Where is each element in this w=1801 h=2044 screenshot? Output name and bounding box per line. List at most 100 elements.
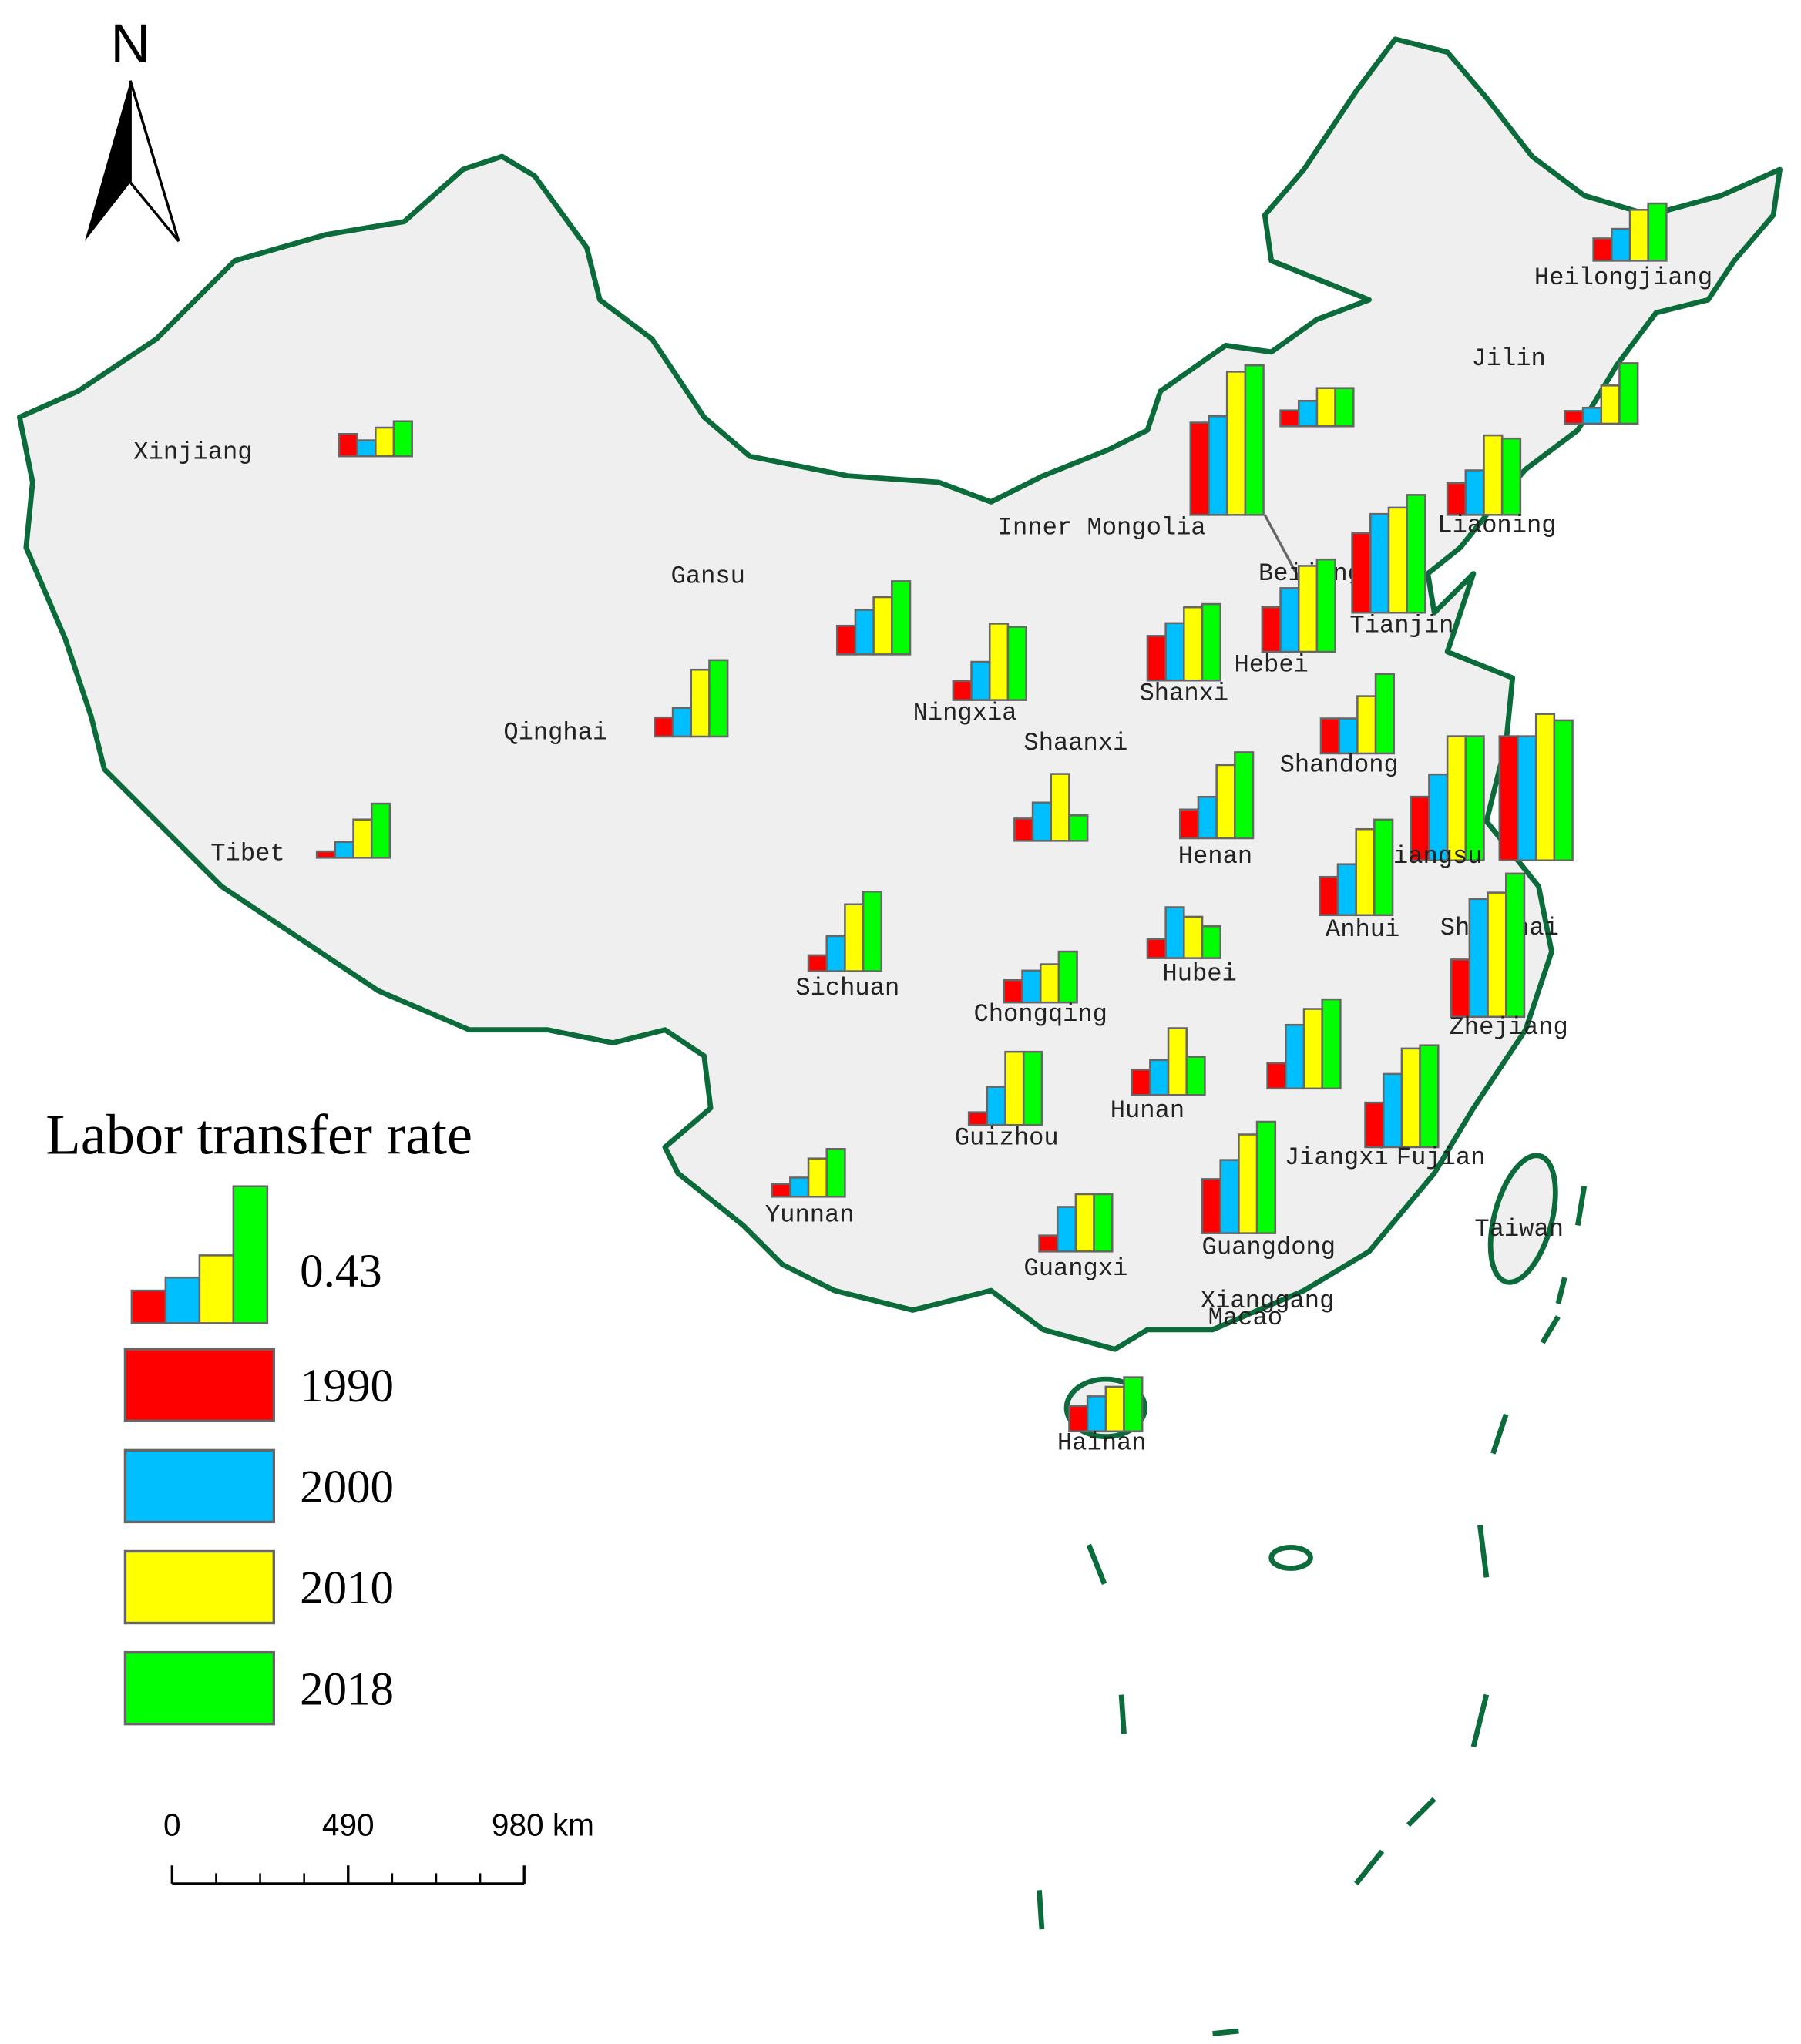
bar [844, 903, 865, 972]
bar [835, 624, 857, 656]
bar [1373, 818, 1394, 917]
scale-label: 0 [163, 1807, 181, 1842]
bar [1197, 795, 1218, 840]
bar [1021, 969, 1042, 1004]
bar [1131, 1068, 1151, 1096]
bar [1074, 1193, 1095, 1253]
bar [1356, 695, 1377, 755]
legend-symbol-bar [164, 1276, 201, 1324]
bar [370, 802, 391, 859]
province-label: Heilongjiang [1534, 263, 1712, 292]
bar [1004, 1050, 1025, 1126]
bar [970, 660, 991, 701]
bar [1297, 399, 1319, 428]
bar [1297, 565, 1319, 653]
bar [986, 1086, 1006, 1126]
bar [1355, 827, 1376, 917]
bar [1185, 1056, 1206, 1096]
bar [1315, 558, 1336, 653]
province-label: Tianjin [1349, 612, 1453, 640]
bar [1647, 202, 1668, 262]
bar [1279, 409, 1300, 428]
bar [789, 1176, 810, 1198]
bar [872, 596, 893, 656]
province-label: Hubei [1162, 959, 1236, 988]
bar [1334, 387, 1355, 428]
province-label: Gansu [671, 562, 745, 590]
bar [1285, 1023, 1305, 1090]
province-label: Guangxi [1023, 1254, 1127, 1283]
province-label: Shandong [1280, 751, 1399, 780]
bar [1255, 1120, 1277, 1234]
bar [334, 841, 354, 859]
bar [1374, 673, 1396, 755]
bar [392, 420, 413, 458]
bar [1446, 482, 1467, 516]
bar [690, 668, 711, 738]
legend-label: 2010 [300, 1562, 394, 1614]
legend-swatch [123, 1549, 276, 1625]
bar [1592, 237, 1613, 262]
north-arrow [129, 80, 180, 243]
province-label: Qinghai [503, 718, 607, 747]
bar [1215, 764, 1236, 840]
north-arrow [84, 80, 131, 242]
bar [1504, 872, 1526, 1019]
bar [1104, 1385, 1125, 1433]
bar [854, 609, 875, 656]
bar [1321, 998, 1342, 1090]
legend-symbol-bar [130, 1289, 167, 1324]
province-label: Anhui [1326, 915, 1399, 944]
bar [1013, 817, 1034, 842]
province-label: Fujian [1396, 1143, 1486, 1172]
bar [1219, 1159, 1240, 1234]
province-label: Jiangsu [1379, 842, 1483, 871]
province-label: Guizhou [955, 1124, 1059, 1153]
bar [1057, 950, 1078, 1004]
bar [1068, 814, 1089, 842]
province-label: Shaanxi [1023, 729, 1127, 757]
bar [1038, 1234, 1059, 1253]
province-label: Sichuan [795, 974, 899, 1002]
bar [1123, 1376, 1144, 1433]
bar [1500, 437, 1522, 516]
place-label: Macao [1208, 1304, 1282, 1332]
province-label: Inner Mongolia [998, 514, 1206, 542]
legend-symbol-bar [198, 1254, 235, 1324]
bar [1468, 898, 1489, 1019]
province-label: Liaoning [1437, 511, 1556, 539]
bar [671, 707, 693, 738]
bar [1351, 532, 1372, 614]
sea-boundary [1037, 1186, 1588, 2036]
province-label: Shanxi [1140, 680, 1229, 708]
scale-label: 980 km [492, 1807, 594, 1842]
bar [1338, 717, 1359, 755]
bar [1406, 494, 1426, 614]
bar [1208, 415, 1228, 516]
legend-label: 2018 [300, 1663, 394, 1715]
bar [1031, 801, 1053, 842]
bar [1189, 421, 1210, 516]
bar [1266, 1062, 1287, 1090]
bar [988, 623, 1010, 701]
bar [807, 1157, 828, 1198]
bar [1039, 963, 1060, 1004]
map-layer: N Labor transfer rate Heilongjiang Jilin L… [16, 14, 1783, 2036]
legend-reference-label: 0.43 [300, 1246, 382, 1297]
bar [891, 580, 912, 656]
legend-swatch [123, 1650, 276, 1726]
province-label: Hebei [1234, 650, 1308, 679]
bar [1618, 362, 1639, 425]
bar [1364, 1101, 1385, 1149]
bar [1201, 602, 1221, 682]
legend-swatch [123, 1448, 276, 1524]
bar [1464, 735, 1485, 861]
bar [1244, 364, 1265, 516]
bar [315, 850, 337, 859]
bar [1319, 875, 1339, 917]
province-label: Tibet [210, 840, 284, 868]
bar [1464, 469, 1485, 516]
taiwan-island [1487, 1153, 1558, 1285]
bar [375, 426, 395, 458]
bar [1167, 1027, 1188, 1096]
